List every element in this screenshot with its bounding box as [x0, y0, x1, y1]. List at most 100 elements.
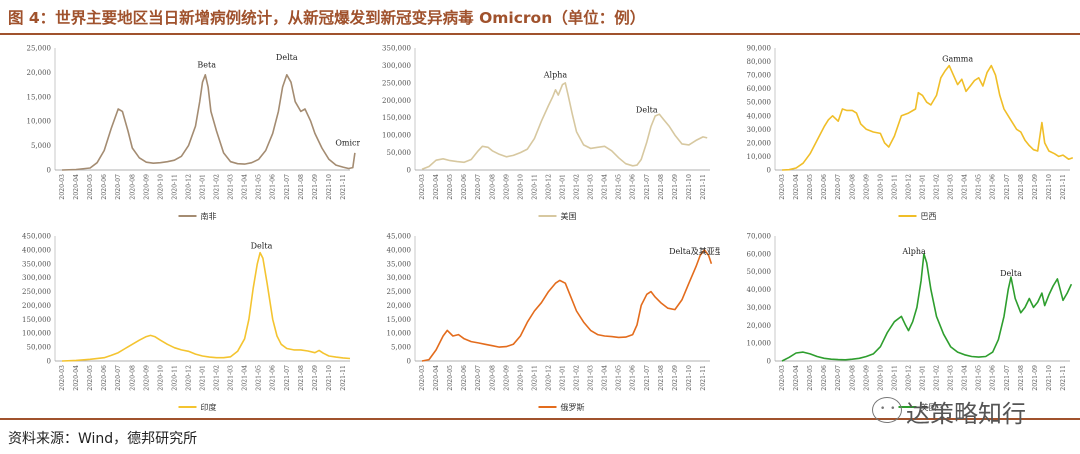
y-tick-label: 30,000 [747, 304, 772, 312]
series-line [781, 64, 1074, 171]
legend-label: 美国 [561, 211, 577, 221]
x-tick-label: 2020-10 [157, 174, 164, 200]
x-tick-label: 2021-07 [644, 365, 651, 391]
x-tick-label: 2021-01 [200, 174, 207, 200]
y-tick-label: 20,000 [747, 322, 772, 330]
y-tick-label: 30,000 [387, 274, 412, 282]
x-tick-label: 2020-11 [531, 174, 538, 200]
x-tick-label: 2020-06 [821, 365, 828, 391]
x-tick-label: 2021-09 [1032, 174, 1039, 200]
x-tick-label: 2021-03 [588, 365, 595, 391]
y-tick-label: 50,000 [747, 99, 772, 107]
x-tick-label: 2020-09 [503, 365, 510, 391]
x-tick-label: 2020-12 [545, 365, 552, 391]
y-tick-label: 70,000 [747, 72, 772, 80]
x-tick-label: 2020-03 [779, 365, 786, 391]
x-tick-label: 2020-12 [905, 365, 912, 391]
x-tick-label: 2020-10 [877, 365, 884, 391]
y-tick-label: 250,000 [382, 79, 411, 87]
x-tick-label: 2020-03 [59, 174, 66, 200]
x-tick-label: 2021-03 [228, 365, 235, 391]
x-tick-label: 2020-05 [447, 365, 454, 391]
x-tick-label: 2021-10 [686, 174, 693, 200]
x-tick-label: 2021-07 [284, 365, 291, 391]
x-tick-label: 2020-07 [835, 365, 842, 391]
footer-divider [0, 418, 1080, 420]
legend-label: 印度 [201, 402, 217, 412]
x-tick-label: 2020-05 [447, 174, 454, 200]
x-tick-label: 2020-06 [101, 365, 108, 391]
y-tick-label: 60,000 [747, 250, 772, 258]
x-tick-label: 2020-08 [849, 365, 856, 391]
series-line [61, 74, 356, 171]
x-tick-label: 2021-05 [256, 365, 263, 391]
x-tick-label: 2021-11 [1060, 365, 1067, 391]
chart-united-kingdom: 0 10,000 20,000 30,000 40,000 50,000 60,000 70,… [747, 233, 1073, 412]
y-tick-label: 80,000 [747, 58, 772, 66]
x-tick-label: 2020-08 [849, 174, 856, 200]
y-tick-label: 300,000 [22, 274, 51, 282]
y-tick-label: 250,000 [22, 288, 51, 296]
y-tick-label: 10,000 [27, 118, 52, 126]
x-tick-label: 2021-06 [270, 174, 277, 200]
annotation-label: Omicron [335, 139, 360, 148]
x-tick-label: 2020-05 [807, 174, 814, 200]
x-tick-label: 2021-06 [630, 174, 637, 200]
x-tick-label: 2020-11 [891, 365, 898, 391]
x-tick-label: 2021-10 [1046, 365, 1053, 391]
x-tick-label: 2020-08 [489, 174, 496, 200]
y-tick-label: 10,000 [387, 330, 412, 338]
x-tick-label: 2020-10 [157, 365, 164, 391]
x-tick-label: 2021-06 [270, 365, 277, 391]
x-tick-label: 2021-04 [602, 174, 609, 200]
x-tick-label: 2020-09 [143, 174, 150, 200]
x-tick-label: 2021-05 [976, 174, 983, 200]
y-tick-label: 0 [767, 358, 771, 366]
y-tick-label: 30,000 [747, 126, 772, 134]
x-tick-label: 2020-04 [793, 174, 800, 200]
x-tick-label: 2021-11 [700, 365, 707, 391]
y-tick-label: 200,000 [22, 302, 51, 310]
y-tick-label: 50,000 [27, 344, 52, 352]
x-tick-label: 2020-10 [877, 174, 884, 200]
series-line [61, 251, 351, 362]
x-tick-label: 2021-04 [962, 174, 969, 200]
x-tick-label: 2021-02 [214, 174, 221, 200]
y-tick-label: 70,000 [747, 233, 772, 241]
x-tick-label: 2021-04 [962, 365, 969, 391]
x-tick-label: 2020-09 [143, 365, 150, 391]
title-divider [0, 33, 1080, 35]
series-line [781, 253, 1073, 362]
legend-label: 南非 [201, 211, 217, 221]
y-tick-label: 40,000 [387, 246, 412, 254]
x-tick-label: 2021-01 [560, 174, 567, 200]
legend-label: 巴西 [921, 212, 937, 221]
x-tick-label: 2020-07 [115, 174, 122, 200]
y-tick-label: 5,000 [391, 344, 411, 352]
x-tick-label: 2020-06 [461, 365, 468, 391]
annotation-label: Delta [251, 242, 273, 251]
x-tick-label: 2021-09 [672, 365, 679, 391]
x-tick-label: 2021-09 [1032, 365, 1039, 391]
x-tick-label: 2020-03 [779, 174, 786, 200]
x-tick-label: 2020-03 [59, 365, 66, 391]
x-tick-label: 2021-08 [298, 365, 305, 391]
y-tick-label: 200,000 [382, 97, 411, 105]
x-tick-label: 2020-05 [807, 365, 814, 391]
x-tick-label: 2021-08 [1018, 174, 1025, 200]
y-tick-label: 0 [407, 167, 411, 175]
x-tick-label: 2020-04 [73, 365, 80, 391]
x-tick-label: 2020-10 [517, 365, 524, 391]
x-tick-label: 2020-12 [185, 365, 192, 391]
y-tick-label: 10,000 [747, 153, 772, 161]
x-tick-label: 2020-09 [863, 365, 870, 391]
x-tick-label: 2020-04 [793, 365, 800, 391]
x-tick-label: 2020-07 [115, 365, 122, 391]
x-tick-label: 2020-05 [87, 365, 94, 391]
y-tick-label: 40,000 [747, 286, 772, 294]
x-tick-label: 2021-07 [284, 174, 291, 200]
legend-label: 英国 [921, 402, 937, 412]
y-tick-label: 400,000 [22, 246, 51, 254]
x-tick-label: 2020-06 [461, 174, 468, 200]
x-tick-label: 2021-03 [588, 174, 595, 200]
